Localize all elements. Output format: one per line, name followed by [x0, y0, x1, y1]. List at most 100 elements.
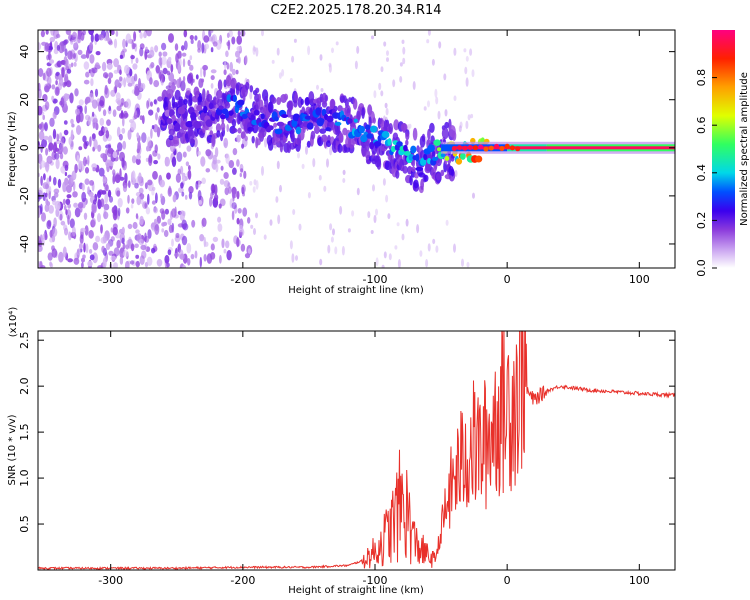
ridge-core — [387, 138, 392, 146]
noise-speckle — [99, 117, 105, 126]
noise-speckle — [342, 178, 346, 183]
noise-speckle — [88, 191, 94, 197]
noise-speckle — [63, 129, 69, 136]
noise-speckle — [102, 109, 107, 117]
noise-speckle — [189, 55, 193, 61]
noise-speckle — [48, 142, 54, 151]
noise-speckle — [197, 150, 201, 156]
ridge-core — [220, 114, 226, 120]
noise-speckle — [131, 170, 136, 182]
noise-speckle — [72, 53, 76, 59]
noise-speckle — [264, 137, 267, 148]
noise-speckle — [98, 167, 105, 177]
noise-speckle — [79, 234, 84, 245]
noise-speckle — [426, 39, 430, 44]
noise-speckle — [175, 53, 179, 63]
noise-speckle — [155, 112, 158, 121]
noise-speckle — [445, 219, 449, 226]
ridge-core — [190, 112, 197, 121]
spectrogram-y-ticks: -40 -20 0 20 40 — [18, 45, 675, 253]
noise-speckle — [89, 254, 95, 261]
noise-speckle — [427, 100, 430, 108]
noise-speckle — [115, 30, 119, 37]
noise-speckle — [263, 234, 267, 240]
noise-speckle — [271, 59, 275, 64]
noise-speckle — [167, 218, 172, 225]
noise-speckle — [89, 42, 94, 52]
ridge-blob — [361, 107, 365, 119]
noise-speckle — [236, 134, 241, 143]
noise-speckle — [93, 139, 98, 150]
noise-speckle — [42, 114, 45, 120]
ridge-core — [408, 153, 414, 161]
noise-speckle — [76, 248, 81, 256]
signal-peak — [483, 146, 489, 152]
noise-speckle — [200, 67, 203, 78]
noise-speckle — [83, 156, 87, 167]
noise-speckle — [146, 100, 150, 109]
colorbar-tick-label: 0.6 — [695, 116, 708, 134]
noise-speckle — [380, 90, 384, 97]
noise-speckle — [134, 110, 138, 116]
noise-speckle — [65, 58, 69, 68]
ridge-core — [366, 133, 374, 139]
noise-speckle — [39, 260, 43, 268]
noise-speckle — [176, 78, 182, 89]
noise-speckle — [118, 76, 123, 82]
signal-peak — [451, 146, 457, 151]
ridge-core — [319, 118, 325, 123]
noise-speckle — [114, 79, 120, 88]
noise-speckle — [101, 190, 107, 195]
noise-speckle — [182, 175, 186, 183]
noise-speckle — [54, 153, 60, 160]
noise-speckle — [427, 243, 431, 252]
noise-speckle — [278, 72, 282, 79]
noise-speckle — [116, 105, 122, 111]
noise-speckle — [289, 240, 293, 250]
ridge-blob — [206, 93, 213, 102]
snr-panel: -300 -200 -100 0 100 0.5 1.0 1.5 2.0 2.5 Height … — [7, 307, 676, 596]
noise-speckle — [66, 194, 72, 199]
noise-speckle — [215, 163, 219, 173]
noise-speckle — [210, 30, 214, 33]
noise-speckle — [60, 220, 66, 226]
noise-speckle — [56, 61, 61, 67]
ridge-core — [396, 141, 403, 147]
x-tick-label: -300 — [98, 574, 123, 587]
noise-speckle — [236, 159, 240, 167]
ridge-blob — [419, 135, 426, 148]
noise-speckle — [240, 168, 244, 173]
noise-speckle — [112, 151, 118, 159]
noise-speckle — [107, 77, 112, 85]
ridge-core — [347, 118, 353, 124]
noise-speckle — [383, 41, 387, 47]
ridge-core — [205, 119, 213, 127]
ridge-blob — [217, 79, 223, 91]
ridge-core — [436, 147, 442, 152]
noise-speckle — [119, 69, 122, 75]
ridge-blob — [255, 98, 260, 111]
noise-speckle — [165, 156, 170, 167]
ridge-blob — [271, 96, 277, 104]
ridge-blob — [306, 140, 311, 148]
noise-speckle — [370, 230, 374, 234]
noise-speckle — [159, 208, 165, 214]
noise-speckle — [240, 131, 246, 140]
x-tick-label: 100 — [629, 273, 650, 286]
noise-speckle — [172, 194, 177, 203]
noise-speckle — [161, 42, 167, 51]
y-tick-label: -20 — [18, 187, 31, 205]
noise-speckle — [339, 205, 343, 215]
ridge-core — [276, 121, 285, 127]
noise-speckle — [84, 167, 90, 174]
noise-speckle — [108, 40, 113, 46]
noise-speckle — [78, 243, 83, 250]
noise-speckle — [84, 105, 87, 115]
noise-speckle — [402, 57, 406, 65]
noise-speckle — [125, 207, 130, 214]
ridge-core — [218, 105, 224, 110]
noise-speckle — [224, 187, 230, 196]
noise-speckle — [78, 146, 83, 151]
noise-speckle — [62, 181, 67, 193]
ridge-blob — [405, 132, 410, 141]
